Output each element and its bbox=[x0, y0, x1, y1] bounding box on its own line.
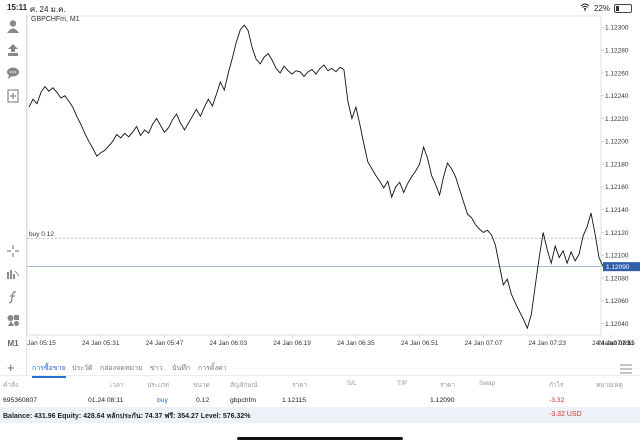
buy-order-label: buy 0.12 bbox=[29, 231, 54, 238]
tab-news[interactable]: ข่าว bbox=[150, 365, 163, 372]
header-price: ราคา bbox=[440, 382, 456, 389]
x-tick-label: 24 Jan 07:07 bbox=[465, 340, 503, 347]
y-tick-label: 1.12280 bbox=[605, 47, 629, 54]
timeframe-button[interactable]: M1 bbox=[7, 338, 19, 348]
y-tick-label: 1.12260 bbox=[605, 70, 629, 77]
cell-symbol: gbpchfm bbox=[230, 397, 257, 404]
crosshair-icon[interactable] bbox=[5, 243, 21, 259]
header-swap: Swap bbox=[479, 380, 496, 387]
current-price-box bbox=[603, 262, 640, 272]
x-tick-label: 24 Jan 07:23 bbox=[528, 340, 566, 347]
menu-icon[interactable] bbox=[620, 361, 632, 374]
balance-bar: Balance: 431.96 Equity: 428.64 หลักประกั… bbox=[0, 407, 640, 423]
total-profit: -3.32 USD bbox=[549, 411, 582, 418]
header-type: ประเภท bbox=[147, 382, 169, 389]
add-icon[interactable]: + bbox=[7, 360, 15, 375]
cell-open-price: 1.12115 bbox=[282, 397, 307, 404]
cell-time: 01.24 08:11 bbox=[88, 397, 124, 404]
terminal-tabs: + การซื้อขาย ประวัติ กล่องจดหมาย ข่าว บั… bbox=[0, 358, 640, 378]
cell-type: buy bbox=[157, 397, 168, 404]
x-tick-label: 24 Jan 05:15 bbox=[26, 340, 56, 347]
header-symbol: สัญลักษณ์ bbox=[230, 382, 258, 389]
y-tick-label: 1.12040 bbox=[605, 321, 629, 328]
header-size: ขนาด bbox=[193, 382, 210, 389]
wifi-icon bbox=[580, 3, 590, 13]
account-icon[interactable] bbox=[5, 18, 21, 34]
x-tick-label: 24 Jan 07:55 bbox=[597, 340, 635, 347]
x-tick-label: 24 Jan 07:39 bbox=[592, 340, 630, 347]
header-tp: T/P bbox=[397, 380, 408, 387]
cell-order: 695360807 bbox=[3, 397, 38, 404]
y-tick-label: 1.12220 bbox=[605, 116, 629, 123]
x-tick-label: 24 Jan 06:19 bbox=[273, 340, 311, 347]
tab-trade[interactable]: การซื้อขาย bbox=[32, 363, 66, 378]
y-tick-label: 1.12240 bbox=[605, 93, 629, 100]
trade-icon[interactable] bbox=[5, 42, 21, 58]
objects-icon[interactable] bbox=[5, 312, 21, 328]
y-tick-label: 1.12300 bbox=[605, 25, 629, 32]
y-tick-label: 1.12060 bbox=[605, 298, 629, 305]
y-tick-label: 1.12120 bbox=[605, 230, 629, 237]
x-tick-label: 24 Jan 08:11 bbox=[597, 340, 634, 347]
tab-history[interactable]: ประวัติ bbox=[72, 365, 93, 372]
price-series-line bbox=[28, 24, 604, 330]
y-tick-label: 1.12080 bbox=[605, 275, 629, 282]
battery-percent: 22% bbox=[593, 3, 610, 13]
price-chart[interactable]: 24 Jan 05:15 24 Jan 05:31 24 Jan 05:47 24 J… bbox=[18, 14, 640, 355]
tab-settings[interactable]: การตั้งค่า bbox=[198, 365, 227, 372]
status-date: ศ. 24 ม.ค. bbox=[30, 5, 66, 14]
header-sl: S/L bbox=[347, 380, 357, 387]
x-tick-label: 24 Jan 06:03 bbox=[210, 340, 248, 347]
x-tick-label: 24 Jan 05:47 bbox=[146, 340, 184, 347]
x-tick-label: 24 Jan 05:31 bbox=[82, 340, 120, 347]
balance-summary: Balance: 431.96 Equity: 428.64 หลักประกั… bbox=[3, 413, 251, 420]
tab-mailbox[interactable]: กล่องจดหมาย bbox=[100, 365, 143, 372]
indicator-icon[interactable] bbox=[5, 266, 21, 282]
status-bar: 15:11 ศ. 24 ม.ค. 22% bbox=[0, 0, 640, 14]
header-order: คำสั่ง bbox=[3, 382, 19, 389]
y-tick-label: 1.12200 bbox=[605, 139, 629, 146]
home-indicator[interactable] bbox=[237, 437, 403, 440]
function-icon[interactable] bbox=[5, 289, 21, 305]
header-time: เวลา bbox=[110, 382, 124, 389]
cell-profit: -3.32 bbox=[549, 397, 565, 404]
status-right: 22% bbox=[580, 3, 632, 13]
status-time: 15:11 bbox=[7, 3, 28, 12]
header-profit: กำไร bbox=[549, 382, 564, 389]
tool-sidebar: M1 bbox=[0, 14, 27, 377]
x-tick-label: 24 Jan 06:35 bbox=[337, 340, 375, 347]
cell-size: 0.12 bbox=[196, 397, 210, 404]
chart-symbol-label: GBPCHFm, M1 bbox=[31, 16, 80, 23]
new-document-icon[interactable] bbox=[5, 88, 21, 104]
y-tick-label: 1.12100 bbox=[605, 253, 629, 260]
battery-icon bbox=[614, 3, 632, 13]
header-open-price: ราคา bbox=[292, 382, 308, 389]
chart-frame bbox=[26, 15, 602, 336]
y-tick-label: 1.12160 bbox=[605, 184, 629, 191]
x-tick-label: 24 Jan 06:51 bbox=[401, 340, 439, 347]
y-tick-label: 1.12180 bbox=[605, 161, 629, 168]
y-tick-label: 1.12140 bbox=[605, 207, 629, 214]
tab-journal[interactable]: บันทึก bbox=[172, 365, 191, 372]
chat-icon[interactable] bbox=[5, 65, 21, 81]
header-comment: หมายเหตุ bbox=[596, 382, 623, 389]
current-price-text: 1.12090 bbox=[606, 264, 630, 271]
cell-current-price: 1.12090 bbox=[430, 397, 455, 404]
